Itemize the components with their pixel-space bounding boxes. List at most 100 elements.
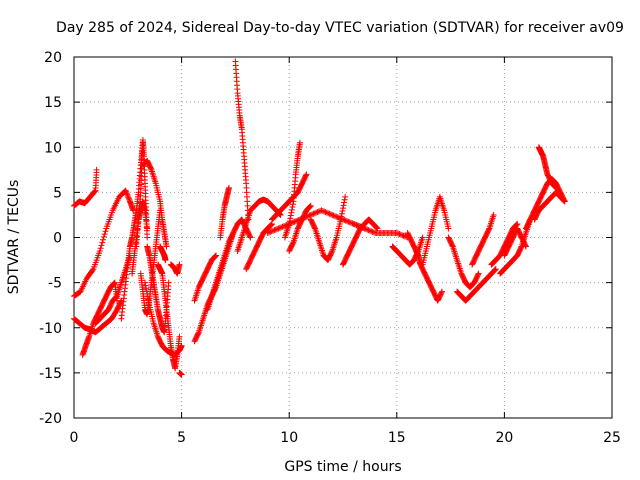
data-point xyxy=(513,222,520,229)
axis-ticks: 0 5 10 15 20 25 -20 -15 -10 -5 0 5 10 15 20 xyxy=(39,50,621,446)
data-point xyxy=(125,195,132,202)
data-point xyxy=(176,333,183,340)
data-point xyxy=(213,252,220,259)
data-point xyxy=(399,232,406,239)
series-track-32 xyxy=(404,229,445,304)
data-point xyxy=(321,208,328,215)
data-point xyxy=(211,253,218,260)
data-point xyxy=(143,288,150,295)
data-point xyxy=(287,215,294,222)
data-point xyxy=(96,248,103,255)
data-point xyxy=(328,249,335,256)
series-track-14 xyxy=(157,243,169,264)
data-point xyxy=(322,209,329,216)
data-point xyxy=(373,224,380,231)
data-point xyxy=(552,184,559,191)
data-point xyxy=(280,223,287,230)
data-point xyxy=(310,210,317,217)
data-point xyxy=(475,271,482,278)
data-point xyxy=(124,191,131,198)
series-track-35 xyxy=(454,266,499,304)
data-point xyxy=(289,240,296,247)
data-point xyxy=(311,224,318,231)
data-point xyxy=(445,225,452,232)
data-point xyxy=(309,211,316,218)
data-point xyxy=(313,209,320,216)
data-point xyxy=(271,227,278,234)
data-point xyxy=(350,220,357,227)
data-point xyxy=(93,166,100,173)
x-tick-label: 10 xyxy=(280,430,298,446)
data-point xyxy=(352,221,359,228)
data-point xyxy=(288,219,295,226)
data-point xyxy=(340,202,347,209)
data-point xyxy=(268,228,275,235)
x-tick-label: 15 xyxy=(388,430,406,446)
data-point xyxy=(124,192,131,199)
x-axis-label: GPS time / hours xyxy=(284,459,401,475)
data-point xyxy=(212,253,219,260)
data-point xyxy=(397,231,404,238)
data-point xyxy=(272,226,279,233)
series-track-41 xyxy=(535,144,560,191)
data-point xyxy=(101,231,108,238)
series-track-30 xyxy=(350,220,411,241)
data-point xyxy=(100,236,107,243)
data-point xyxy=(561,197,568,204)
data-point xyxy=(334,214,341,221)
data-point xyxy=(195,330,202,337)
data-point xyxy=(491,267,498,274)
data-point xyxy=(142,279,149,286)
data-point xyxy=(344,218,351,225)
data-point xyxy=(314,209,321,216)
data-point xyxy=(438,289,445,296)
data-point xyxy=(145,299,152,306)
y-tick-label: -10 xyxy=(39,321,62,337)
series-track-21 xyxy=(232,58,252,223)
data-point xyxy=(475,270,482,277)
data-point xyxy=(364,226,371,233)
data-point xyxy=(326,210,333,217)
data-point xyxy=(274,226,281,233)
data-point xyxy=(341,196,348,203)
series-track-02 xyxy=(71,187,137,300)
data-point xyxy=(369,228,376,235)
data-point xyxy=(327,211,334,218)
data-point xyxy=(287,220,294,227)
y-axis-label: SDTVAR / TECUs xyxy=(6,180,22,295)
data-point xyxy=(395,230,402,237)
series-track-28 xyxy=(307,193,349,264)
data-point xyxy=(361,225,368,232)
series-track-01 xyxy=(71,166,100,209)
data-point xyxy=(333,213,340,220)
series-track-42 xyxy=(531,189,568,223)
data-point xyxy=(292,218,299,225)
data-point xyxy=(345,218,352,225)
data-point xyxy=(125,194,132,201)
data-point xyxy=(306,204,313,211)
data-point xyxy=(302,172,309,179)
data-point xyxy=(338,213,345,220)
series-track-18 xyxy=(191,252,220,304)
series-track-33 xyxy=(419,193,452,268)
data-point xyxy=(325,210,332,217)
x-tick-label: 25 xyxy=(603,430,621,446)
x-tick-label: 20 xyxy=(495,430,513,446)
x-tick-label: 0 xyxy=(70,430,79,446)
series-track-16 xyxy=(176,369,185,378)
data-point xyxy=(144,234,151,241)
data-point xyxy=(267,228,274,235)
data-point xyxy=(319,207,326,214)
data-point xyxy=(246,233,253,240)
series-track-26 xyxy=(264,207,368,236)
y-tick-label: -20 xyxy=(39,411,62,427)
data-point xyxy=(147,165,154,172)
y-tick-label: 5 xyxy=(53,185,62,201)
series-track-27 xyxy=(286,202,314,255)
data-point xyxy=(522,243,529,250)
series-track-15 xyxy=(167,261,183,277)
data-point xyxy=(518,244,525,251)
y-tick-label: 15 xyxy=(44,95,62,111)
data-point xyxy=(165,279,172,286)
